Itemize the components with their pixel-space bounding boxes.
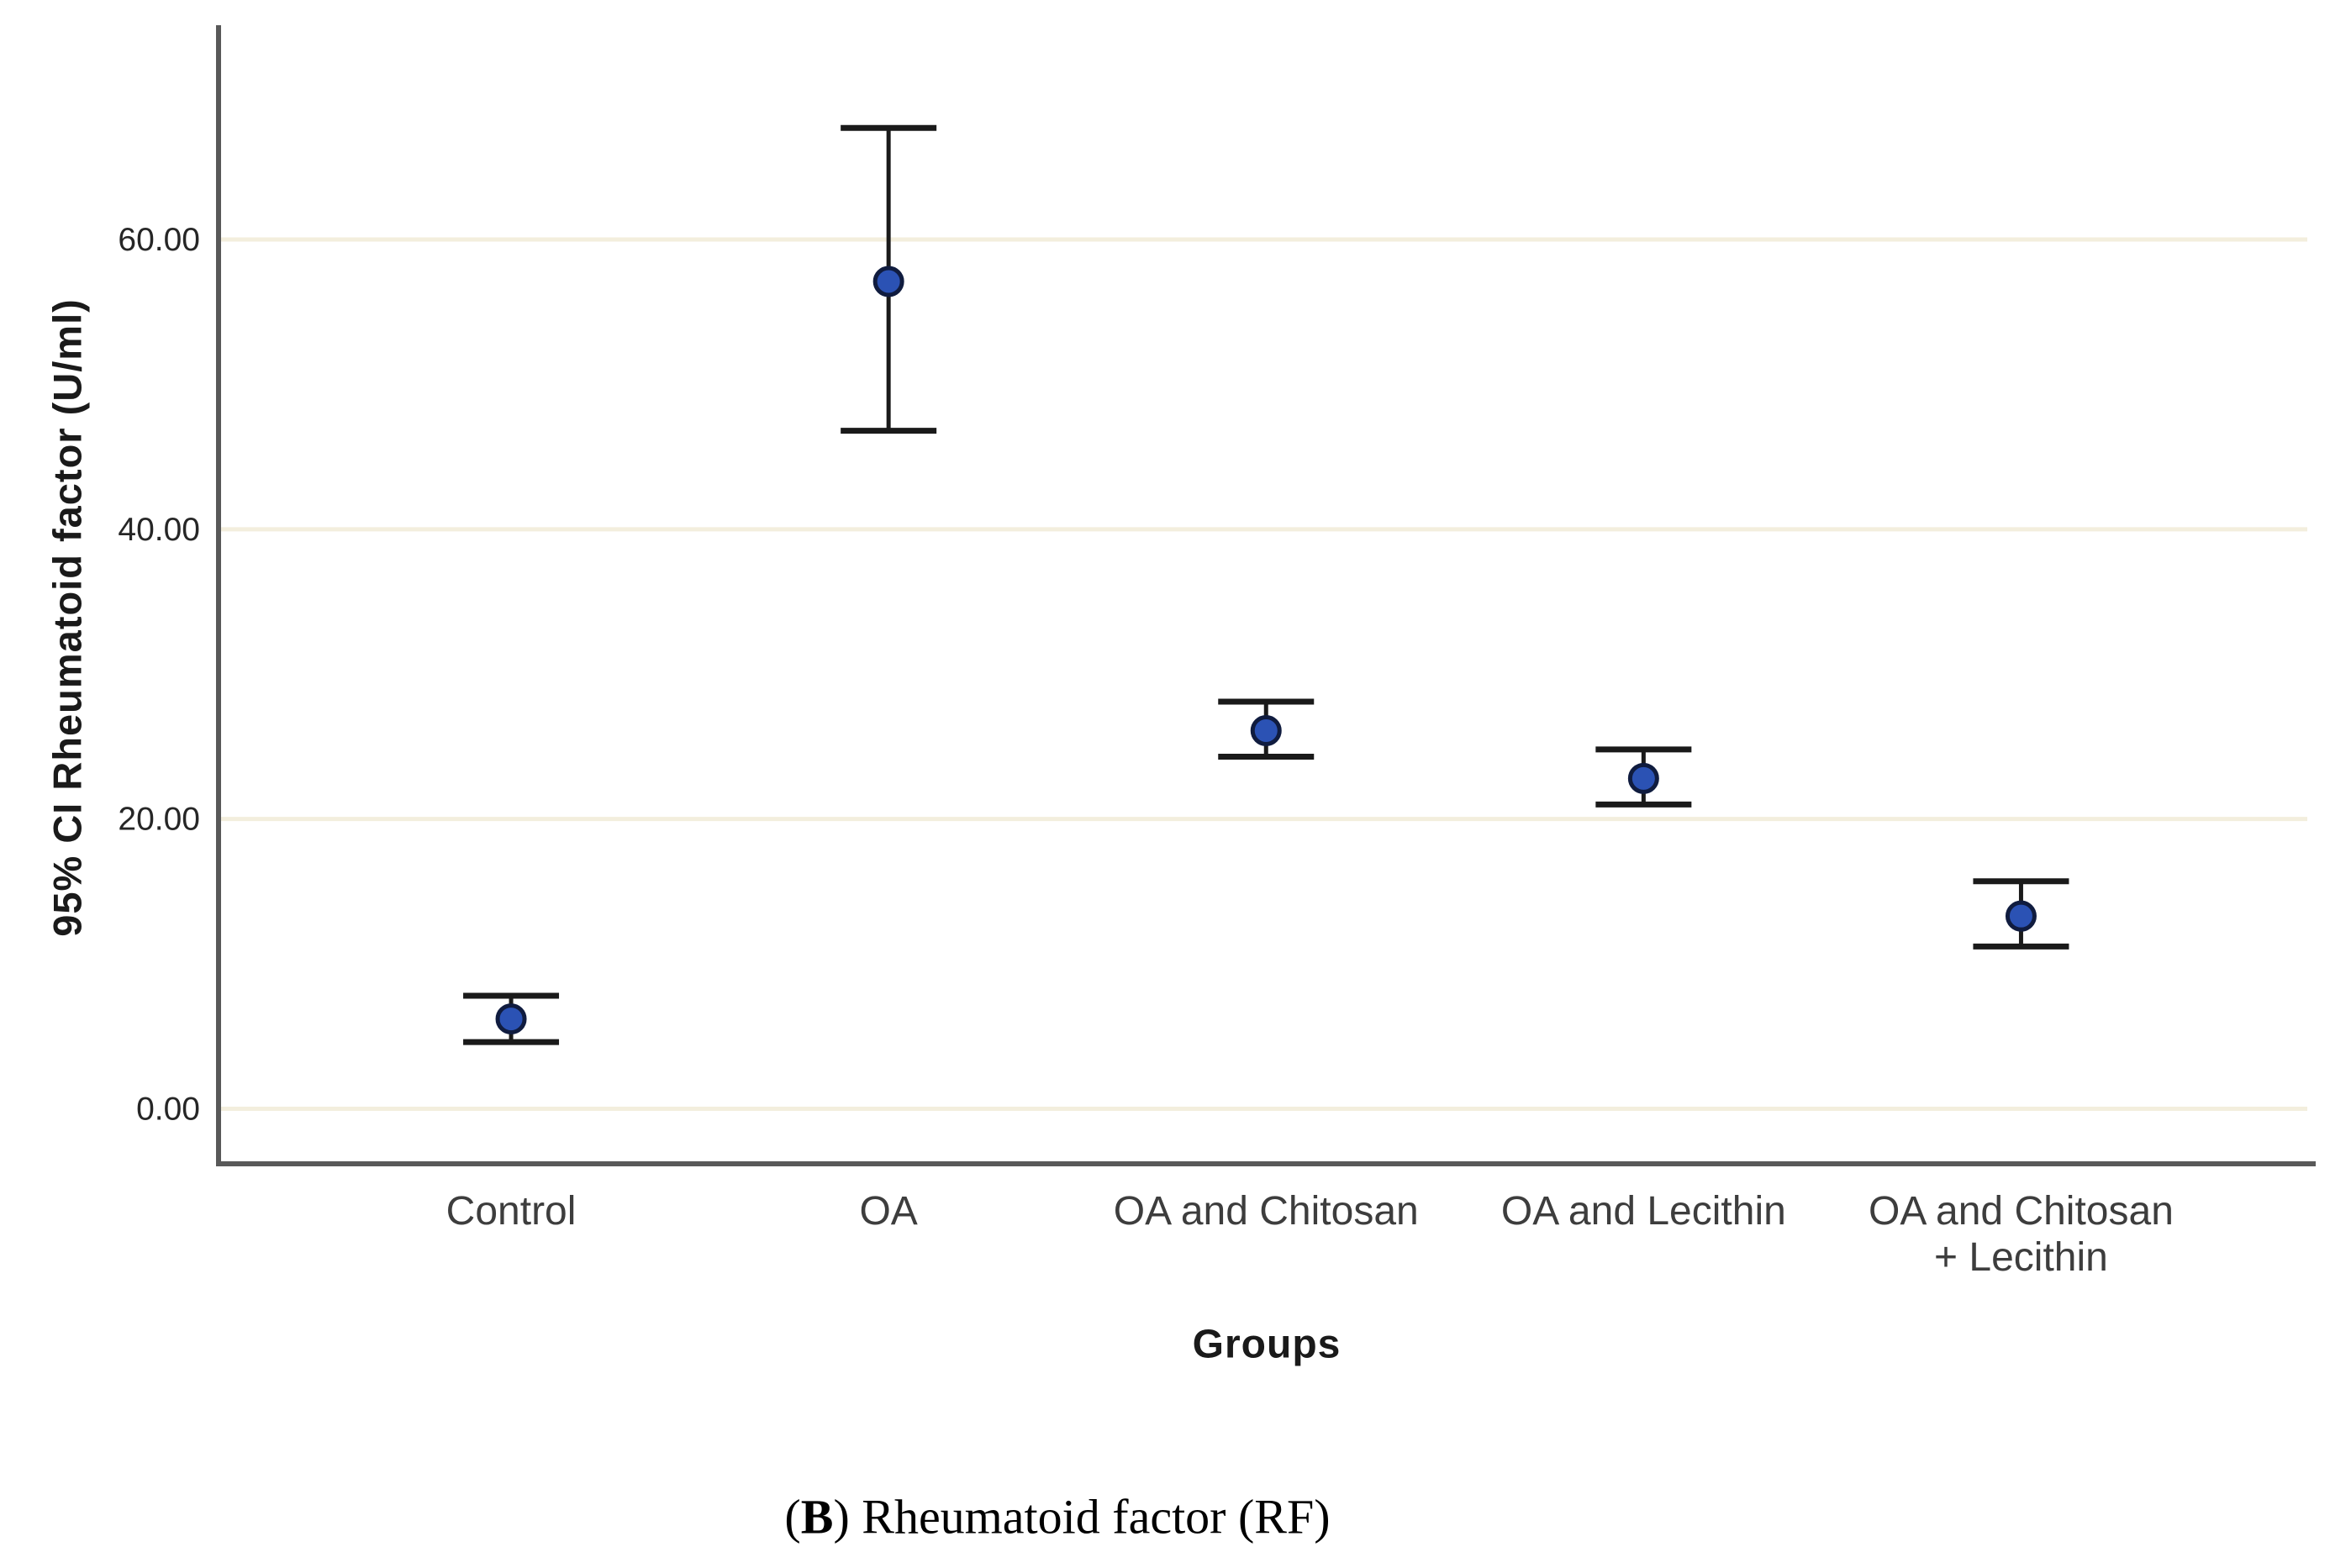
x-category-label: Control bbox=[446, 1189, 577, 1234]
mean-point bbox=[495, 1003, 527, 1035]
x-category-label-line: + Lecithin bbox=[1934, 1235, 2108, 1280]
x-category-label-line: OA and Chitosan bbox=[1869, 1189, 2174, 1234]
mean-point bbox=[1627, 762, 1659, 794]
caption-paren-open: ( bbox=[784, 1489, 801, 1544]
x-category-label-line: OA bbox=[859, 1189, 917, 1234]
y-axis-title: 95% CI Rheumatoid factor (U/ml) bbox=[45, 298, 90, 937]
x-axis-title: Groups bbox=[1192, 1322, 1342, 1367]
figure-caption: (B) Rheumatoid factor (RF) bbox=[784, 1489, 1330, 1545]
mean-point bbox=[2005, 900, 2037, 932]
x-category-label-line: OA and Chitosan bbox=[1114, 1189, 1419, 1234]
y-tick-label: 60.00 bbox=[118, 222, 200, 258]
caption-text: ) Rheumatoid factor (RF) bbox=[833, 1489, 1331, 1544]
x-category-label: OA and Lecithin bbox=[1501, 1189, 1786, 1234]
x-category-label: OA and Chitosan + Lecithin bbox=[1869, 1189, 2174, 1280]
y-tick-label: 40.00 bbox=[118, 512, 200, 548]
mean-point bbox=[1250, 714, 1282, 746]
x-category-label-line: OA and Lecithin bbox=[1501, 1189, 1786, 1234]
caption-panel-letter: B bbox=[800, 1489, 834, 1544]
y-tick-label: 0.00 bbox=[136, 1091, 200, 1127]
x-category-label: OA and Chitosan bbox=[1114, 1189, 1419, 1234]
x-category-label-line: Control bbox=[446, 1189, 577, 1234]
mean-point bbox=[872, 266, 904, 297]
y-tick-label: 20.00 bbox=[118, 802, 200, 838]
x-category-label: OA bbox=[859, 1189, 917, 1234]
